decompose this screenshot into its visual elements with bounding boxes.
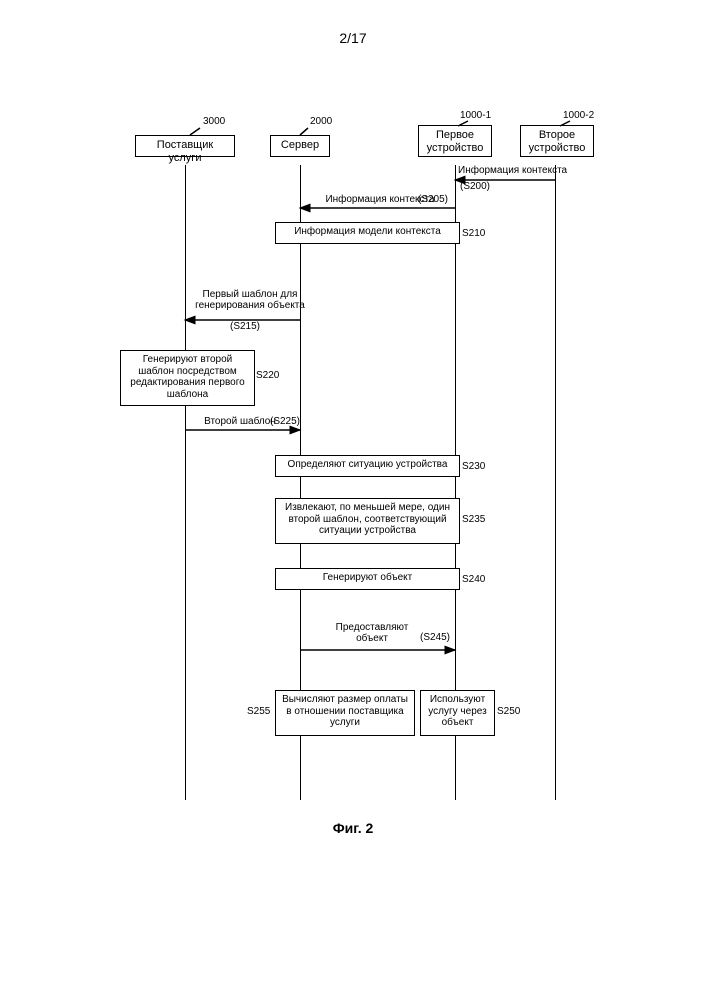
lifeline-provider [185,165,186,800]
page-number: 2/17 [0,30,706,46]
msg-m225: Второй шаблон [200,416,280,427]
code-s210: S210 [462,228,485,239]
code-s235: S235 [462,514,485,525]
participant-device1: Первое устройство [418,125,492,157]
msg-m205-code: (S205) [418,194,448,205]
msg-m200-code: (S200) [460,181,490,192]
step-s210: Информация модели контекста [275,222,460,244]
ref-provider: 3000 [203,116,225,127]
step-s255: Вычисляют размер оплаты в отношении пост… [275,690,415,736]
step-s240: Генерируют объект [275,568,460,590]
figure-caption: Фиг. 2 [0,820,706,836]
step-s230: Определяют ситуацию устройства [275,455,460,477]
participant-provider: Поставщик услуги [135,135,235,157]
msg-m245-code: (S245) [420,632,450,643]
code-s240: S240 [462,574,485,585]
ref-device2: 1000-2 [563,110,594,121]
msg-m225-code: (S225) [270,416,300,427]
code-s250: S250 [497,706,520,717]
code-s230: S230 [462,461,485,472]
participant-server: Сервер [270,135,330,157]
step-s220: Генерируют второй шаблон посредством ред… [120,350,255,406]
msg-m215: Первый шаблон для генерирования объекта [195,289,305,311]
ref-device1: 1000-1 [460,110,491,121]
participant-device2: Второе устройство [520,125,594,157]
code-s255: S255 [247,706,270,717]
step-s250: Используют услугу через объект [420,690,495,736]
step-s235: Извлекают, по меньшей мере, один второй … [275,498,460,544]
code-s220: S220 [256,370,279,381]
msg-m245: Предоставляют объект [327,622,417,644]
lifeline-device2 [555,165,556,800]
ref-server: 2000 [310,116,332,127]
page: 2/17 Поставщик услуги Сервер Первое устр… [0,0,706,999]
msg-m215-code: (S215) [230,321,260,332]
msg-m200: Информация контекста [458,165,556,176]
